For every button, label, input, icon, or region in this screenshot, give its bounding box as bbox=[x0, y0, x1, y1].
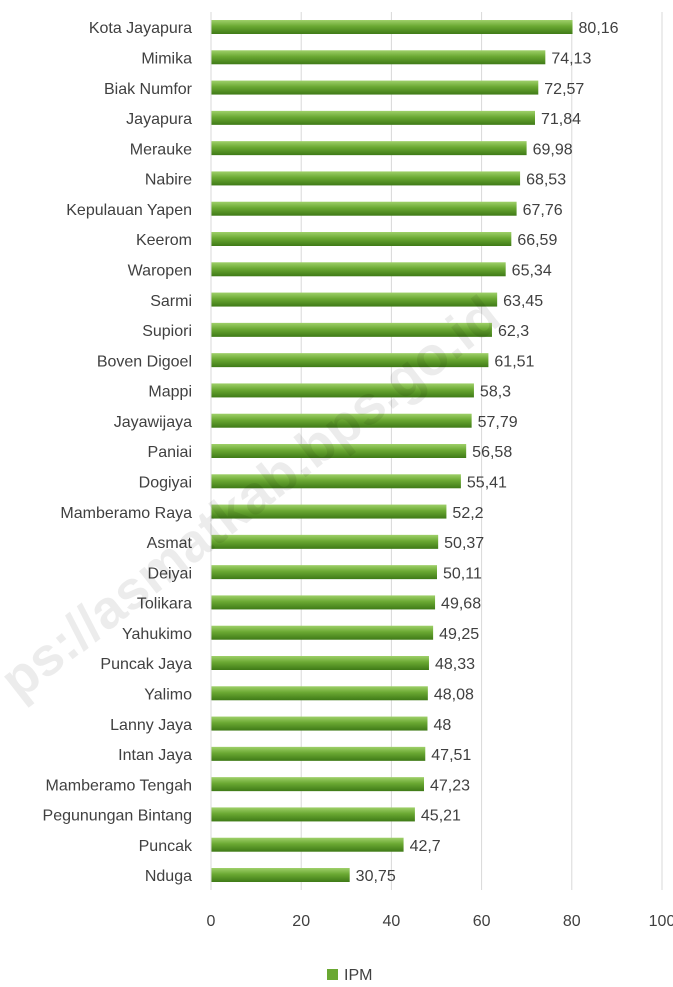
bar bbox=[211, 262, 506, 277]
data-label: 30,75 bbox=[356, 868, 396, 885]
bar bbox=[211, 80, 539, 95]
x-tick-label: 0 bbox=[207, 913, 216, 930]
data-label: 47,51 bbox=[431, 747, 471, 764]
category-label: Jayawijaya bbox=[114, 414, 192, 431]
bar bbox=[211, 868, 350, 882]
category-label: Paniai bbox=[148, 444, 192, 461]
category-label: Mamberamo Raya bbox=[60, 505, 192, 522]
category-label: Boven Digoel bbox=[97, 353, 192, 370]
category-label: Mamberamo Tengah bbox=[46, 777, 192, 794]
data-label: 68,53 bbox=[526, 172, 566, 189]
bar bbox=[211, 171, 521, 186]
bar bbox=[211, 50, 546, 65]
data-label: 48 bbox=[433, 717, 451, 734]
category-label: Kota Jayapura bbox=[89, 20, 192, 37]
category-label: Yalimo bbox=[144, 687, 192, 704]
data-label: 72,57 bbox=[544, 81, 584, 98]
bar bbox=[211, 807, 415, 822]
data-label: 48,08 bbox=[434, 687, 474, 704]
data-label: 74,13 bbox=[551, 51, 591, 68]
legend-swatch bbox=[327, 969, 338, 980]
data-label: 66,59 bbox=[517, 232, 557, 249]
bar bbox=[211, 716, 428, 731]
data-label: 56,58 bbox=[472, 444, 512, 461]
category-label: Kepulauan Yapen bbox=[66, 202, 192, 219]
category-label: Intan Jaya bbox=[118, 747, 192, 764]
x-tick-label: 60 bbox=[473, 913, 491, 930]
category-label: Asmat bbox=[147, 535, 193, 552]
bar bbox=[211, 353, 489, 368]
data-label: 50,11 bbox=[443, 565, 482, 582]
data-label: 45,21 bbox=[421, 808, 461, 825]
bar bbox=[211, 474, 461, 489]
category-label: Nduga bbox=[145, 868, 192, 885]
data-label: 52,2 bbox=[452, 505, 483, 522]
bar bbox=[211, 504, 447, 519]
category-label: Tolikara bbox=[137, 596, 192, 613]
bar bbox=[211, 534, 439, 549]
bar bbox=[211, 322, 492, 337]
category-label: Keerom bbox=[136, 232, 192, 249]
category-label: Merauke bbox=[130, 141, 192, 158]
x-tick-label: 80 bbox=[563, 913, 581, 930]
data-label: 62,3 bbox=[498, 323, 529, 340]
bar bbox=[211, 565, 437, 580]
x-tick-label: 40 bbox=[383, 913, 401, 930]
category-label: Mimika bbox=[141, 51, 192, 68]
category-label: Puncak bbox=[139, 838, 193, 855]
data-label: 50,37 bbox=[444, 535, 484, 552]
bar bbox=[211, 110, 535, 125]
data-label: 49,25 bbox=[439, 626, 479, 643]
data-label: 58,3 bbox=[480, 384, 511, 401]
data-label: 61,51 bbox=[494, 353, 534, 370]
data-label: 67,76 bbox=[523, 202, 563, 219]
category-label: Deiyai bbox=[148, 565, 192, 582]
data-label: 71,84 bbox=[541, 111, 581, 128]
data-label: 48,33 bbox=[435, 656, 475, 673]
category-label: Biak Numfor bbox=[104, 81, 193, 98]
data-label: 47,23 bbox=[430, 777, 470, 794]
x-tick-label: 100 bbox=[649, 913, 673, 930]
bar bbox=[211, 595, 436, 610]
data-label: 63,45 bbox=[503, 293, 543, 310]
category-label: Lanny Jaya bbox=[110, 717, 192, 734]
category-label: Jayapura bbox=[126, 111, 192, 128]
category-label: Supiori bbox=[142, 323, 192, 340]
bar bbox=[211, 141, 527, 156]
category-label: Pegunungan Bintang bbox=[43, 808, 192, 825]
bar bbox=[211, 746, 426, 761]
category-label: Yahukimo bbox=[122, 626, 192, 643]
x-tick-label: 20 bbox=[292, 913, 310, 930]
bar bbox=[211, 292, 498, 307]
bar bbox=[211, 413, 472, 428]
category-label: Dogiyai bbox=[139, 475, 192, 492]
category-label: Nabire bbox=[145, 172, 192, 189]
bar bbox=[211, 837, 404, 852]
bar bbox=[211, 201, 517, 216]
category-label: Waropen bbox=[128, 263, 192, 280]
watermark: ps://asmatkab.bps.go.id bbox=[0, 285, 511, 711]
bar bbox=[211, 383, 474, 398]
data-label: 80,16 bbox=[579, 20, 619, 37]
bar bbox=[211, 444, 467, 458]
data-label: 57,79 bbox=[478, 414, 518, 431]
category-label: Sarmi bbox=[150, 293, 192, 310]
category-label: Puncak Jaya bbox=[100, 656, 192, 673]
data-label: 55,41 bbox=[467, 475, 507, 492]
data-label: 65,34 bbox=[512, 263, 552, 280]
bar bbox=[211, 656, 429, 670]
bar bbox=[211, 777, 425, 792]
category-label: Mappi bbox=[148, 384, 192, 401]
data-label: 42,7 bbox=[410, 838, 441, 855]
legend-label: IPM bbox=[344, 967, 372, 984]
data-label: 69,98 bbox=[533, 141, 573, 158]
bar bbox=[211, 625, 434, 640]
bar bbox=[211, 20, 573, 34]
data-label: 49,68 bbox=[441, 596, 481, 613]
bar bbox=[211, 686, 428, 701]
bar bbox=[211, 232, 512, 246]
